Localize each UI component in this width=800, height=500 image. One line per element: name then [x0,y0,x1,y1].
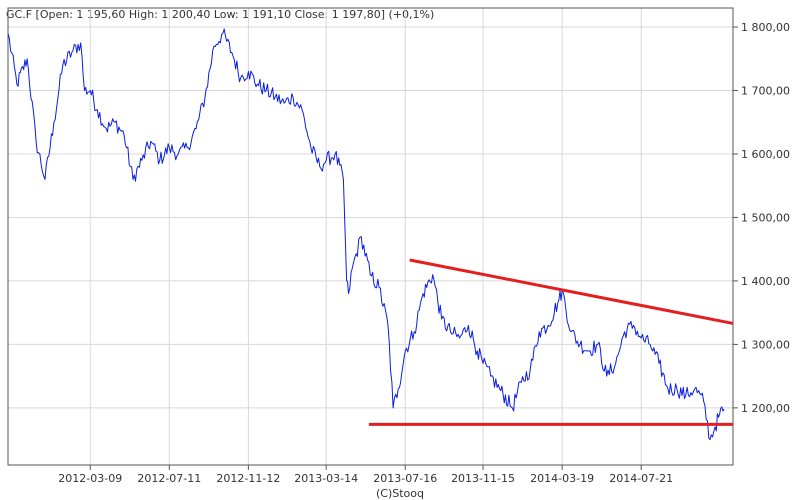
series-layer [7,28,725,441]
y-tick-label: 1 300,00 [741,338,790,351]
x-tick-label: 2013-03-14 [294,472,358,485]
chart-header: GC.F [Open: 1 195,60 High: 1 200,40 Low:… [6,8,434,21]
x-tick-label: 2012-07-11 [137,472,201,485]
y-tick-label: 1 400,00 [741,275,790,288]
plot-area [7,7,734,466]
y-axis: 1 800,00 1 700,00 1 600,00 1 500,00 1 400,00… [733,21,790,415]
x-tick-label: 2012-03-09 [58,472,122,485]
resistance-trendline [409,258,734,325]
y-tick-label: 1 500,00 [741,211,790,224]
grid [8,8,733,465]
x-axis: 2012-03-09 2012-07-11 2012-11-12 2013-03-14… [58,465,673,485]
x-tick-label: 2012-11-12 [216,472,280,485]
y-tick-label: 1 800,00 [741,21,790,34]
x-tick-label: 2014-07-21 [609,472,673,485]
price-line [7,28,725,441]
y-tick-label: 1 700,00 [741,85,790,98]
annotation-layer [368,258,734,426]
x-tick-label: 2014-03-19 [530,472,594,485]
x-tick-label: 2013-11-15 [451,472,515,485]
x-tick-label: 2013-07-16 [373,472,437,485]
y-tick-label: 1 600,00 [741,148,790,161]
y-tick-label: 1 200,00 [741,402,790,415]
credit-label: (C)Stooq [376,487,424,500]
